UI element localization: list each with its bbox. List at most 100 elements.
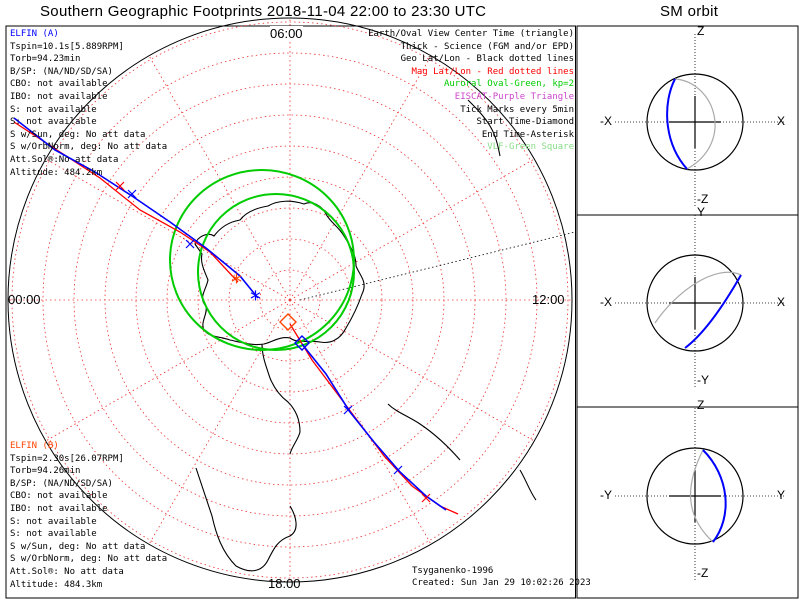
probe-b-line: Altitude: 484.3km xyxy=(10,579,103,590)
mag-lon-line xyxy=(289,299,535,442)
sm-orbit-grey xyxy=(689,449,714,543)
elfin-a-end-asterisk-icon: * xyxy=(231,271,242,296)
sm-label-bottom: -Z xyxy=(697,192,709,206)
probe-b-line: CBO: not available xyxy=(10,491,108,502)
sm-earth-circle xyxy=(646,73,744,171)
page-title: Southern Geographic Footprints 2018-11-0… xyxy=(40,3,487,20)
sm-panel xyxy=(615,215,785,387)
sm-panel xyxy=(615,408,785,580)
sm-label-left: -Y xyxy=(600,488,612,502)
mag-lon-line xyxy=(289,158,535,301)
probe-b-line: Att.Sol®: No att data xyxy=(10,566,124,577)
model-label: Tsyganenko-1996 xyxy=(412,566,494,576)
probe-a-line: Tspin=10.1s[5.889RPM] xyxy=(10,41,124,52)
sm-orbit-blue xyxy=(666,78,688,170)
mag-lon-line xyxy=(148,55,291,301)
probe-a-line: CBO: not available xyxy=(10,79,108,90)
south-america-coastline xyxy=(195,467,297,572)
sm-label-bottom: -Z xyxy=(697,566,709,580)
sm-orbit-panels xyxy=(615,34,785,580)
mag-lon-line xyxy=(289,55,432,301)
sm-label-top: Y xyxy=(697,205,706,219)
probe-a-line: Att.Sol®:No att data xyxy=(10,154,119,165)
probe-a-line: IBO: not available xyxy=(10,91,108,102)
map-label-right: 12:00 xyxy=(532,292,565,307)
sm-orbit-blue xyxy=(684,274,742,349)
mag-lat-circle xyxy=(228,238,352,362)
elfin-b-start-diamond-icon xyxy=(279,313,310,351)
legend-item: Earth/Oval View Center Time (triangle) xyxy=(368,29,574,39)
sm-label-right: X xyxy=(777,114,786,128)
probe-a-lines: Tspin=10.1s[5.889RPM] Torb=94.23min B/SP: … xyxy=(10,41,167,180)
probe-a-info: ELFIN (A) Tspin=10.1s[5.889RPM] Torb=94.2… xyxy=(10,28,167,179)
tick-marks xyxy=(115,181,431,503)
probe-b-line: Torb=94.26min xyxy=(10,466,81,477)
probe-b-info: ELFIN (B) Tspin=2.30s[26.07RPM] Torb=94.2… xyxy=(10,440,167,591)
legend-item: Tick Marks every 5min xyxy=(460,104,574,115)
mag-lat-circle xyxy=(197,207,383,393)
elfin-b-track-blue xyxy=(301,343,447,511)
probe-b-line: S w/Sun, deg: No att data xyxy=(10,541,146,552)
antarctica-coastline xyxy=(194,200,365,346)
sm-label-bottom: -Y xyxy=(697,373,709,387)
new-zealand-coastline xyxy=(519,469,537,501)
probe-a-line: S: not available xyxy=(10,104,97,115)
sm-orbit-grey xyxy=(674,78,716,170)
probe-b-lines: Tspin=2.30s[26.07RPM] Torb=94.26min B/SP: … xyxy=(10,453,167,592)
probe-b-line: S: not available xyxy=(10,516,97,527)
probe-b-line: Tspin=2.30s[26.07RPM] xyxy=(10,453,124,464)
legend-item: End Time-Asterisk xyxy=(481,129,574,140)
probe-b-line: S: not available xyxy=(10,529,97,540)
map-label-bottom: 18:00 xyxy=(268,576,301,591)
auroral-oval-inner xyxy=(197,193,355,351)
mag-lon-line xyxy=(148,299,291,545)
australia-coastline xyxy=(387,403,461,461)
probe-a-line: B/SP: (NA/ND/SD/SA) xyxy=(10,66,113,77)
probe-b-line: B/SP: (NA/ND/SD/SA) xyxy=(10,478,113,489)
geo-lon-line xyxy=(299,231,576,301)
sm-label-left: -X xyxy=(600,114,612,128)
probe-b-line: S w/OrbNorm, deg: No att data xyxy=(10,554,168,565)
probe-a-line: Altitude: 484.2km xyxy=(10,167,103,178)
mag-lon-line xyxy=(45,299,291,442)
probe-b-line: IBO: not available xyxy=(10,503,108,514)
auroral-oval-outer xyxy=(169,169,355,351)
legend-item: Geo Lat/Lon - Black dotted lines xyxy=(400,54,574,65)
legend-item: Mag Lat/Lon - Red dotted lines xyxy=(411,66,574,77)
probe-b-title: ELFIN (B) xyxy=(10,441,59,451)
created-label: Created: Sun Jan 29 10:02:26 2023 xyxy=(412,578,591,588)
legend-item: Start Time-Diamond xyxy=(476,117,574,128)
sm-panel xyxy=(615,34,785,206)
elfin-a-track-blue xyxy=(13,117,259,299)
legend-item: Auroral Oval-Green, kp=2 xyxy=(443,79,574,90)
sm-frame xyxy=(576,25,799,599)
sm-earth-circle xyxy=(646,254,744,352)
probe-a-title: ELFIN (A) xyxy=(10,29,59,39)
mag-lon-line xyxy=(289,299,432,545)
sm-earth-circle xyxy=(646,447,744,545)
antarctic-peninsula xyxy=(261,343,301,455)
sm-orbit-grey xyxy=(654,271,742,324)
legend-item: VLF-Green Square xyxy=(487,142,574,153)
map-grid xyxy=(7,17,576,583)
mag-lat-circle xyxy=(42,52,538,548)
sm-label-right: Y xyxy=(777,488,786,502)
sm-label-top: Z xyxy=(697,24,705,38)
sm-label-left: -X xyxy=(600,295,612,309)
mag-lat-circle xyxy=(11,21,569,579)
africa-coastline xyxy=(467,99,501,157)
probe-a-line: S w/Sun, deg: No att data xyxy=(10,129,146,140)
probe-a-line: S: not available xyxy=(10,117,97,128)
elfin-a-blue-asterisk-icon: * xyxy=(250,288,261,313)
mag-lat-circle xyxy=(259,269,321,331)
legend-item: Thick - Science (FGM and/or EPD) xyxy=(400,41,574,52)
elfin-b-track-red xyxy=(289,323,459,515)
mag-lon-line xyxy=(45,158,291,301)
sm-label-right: X xyxy=(777,295,786,309)
sm-label-top: Z xyxy=(697,398,705,412)
legend-item: EISCAT-Purple Triangle xyxy=(454,91,574,102)
sm-title: SM orbit xyxy=(660,3,719,20)
legend: Earth/Oval View Center Time (triangle) Th… xyxy=(368,28,574,154)
